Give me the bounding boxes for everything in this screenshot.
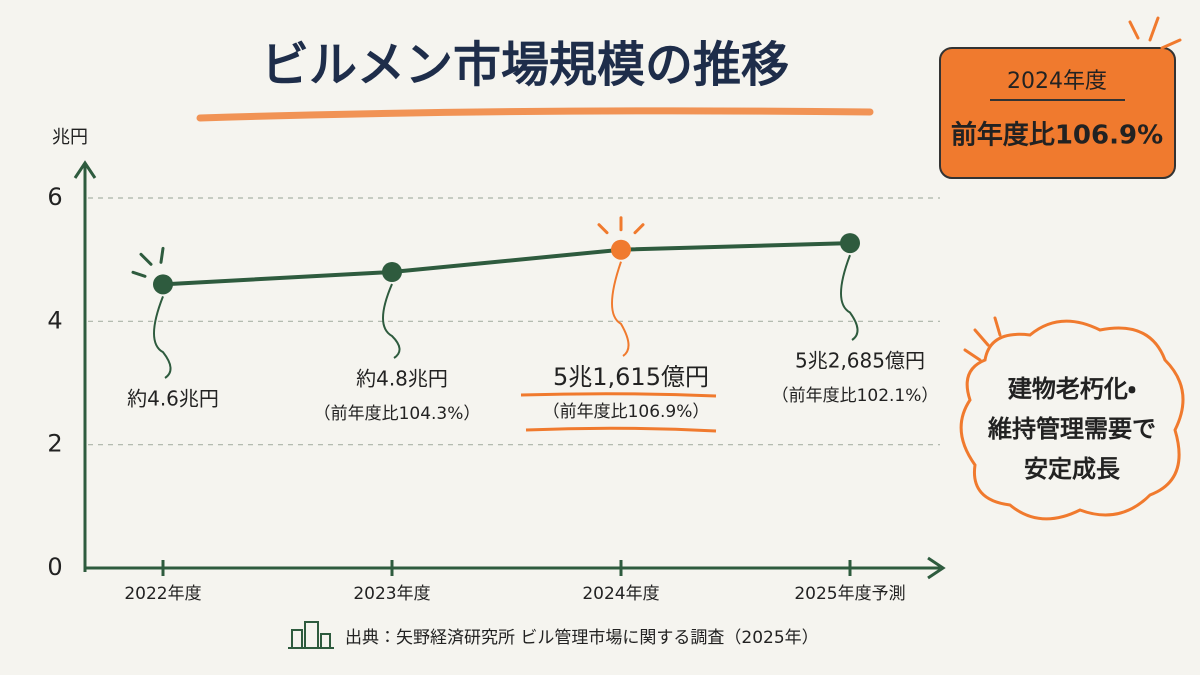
x-tick-label: 2024年度 (582, 584, 659, 604)
x-tick-label: 2022年度 (124, 584, 201, 604)
callout-line: 維持管理需要で (988, 415, 1156, 443)
data-point (382, 262, 402, 282)
source: 出典：矢野経済研究所 ビル管理市場に関する調査（2025年） (288, 621, 819, 649)
growth-label: （前年度比102.1%） (772, 386, 939, 406)
data-point (611, 239, 631, 260)
badge: 2024年度 前年度比106.9% (939, 16, 1182, 179)
growth-label: （前年度比106.9%） (543, 402, 710, 422)
x-tick-label: 2025年度予測 (794, 584, 905, 604)
x-axis-arrow (927, 556, 946, 580)
connector (153, 295, 172, 379)
source-icon (288, 621, 334, 649)
y-tick-label: 0 (47, 553, 62, 581)
point-sparks (131, 246, 165, 278)
value-label: 5兆2,685億円 (795, 349, 925, 373)
callout-sparks (963, 316, 1002, 362)
badge-title: 2024年度 (1007, 69, 1107, 94)
highlight-sparks (597, 216, 645, 235)
connector (382, 283, 401, 359)
value-label: 約4.8兆円 (356, 367, 448, 391)
callout-line: 建物老朽化・ (1008, 375, 1136, 403)
connector (611, 261, 630, 357)
callout-line: 安定成長 (1024, 455, 1120, 483)
highlight-underline (520, 392, 717, 398)
data-point (840, 233, 860, 254)
badge-sparks (1128, 16, 1182, 50)
data-line (162, 241, 851, 287)
y-axis-label: 兆円 (52, 127, 88, 148)
value-label: 約4.6兆円 (127, 387, 219, 411)
badge-box (939, 47, 1176, 179)
value-label: 5兆1,615億円 (553, 363, 709, 391)
x-tick-label: 2023年度 (353, 584, 430, 604)
y-tick-label: 4 (47, 306, 62, 334)
title-underline (196, 107, 874, 122)
data-point (153, 274, 173, 295)
badge-text: 前年度比106.9% (951, 120, 1163, 151)
growth-label: （前年度比104.3%） (314, 404, 481, 424)
y-tick-label: 6 (47, 183, 62, 211)
connector (840, 254, 859, 341)
source-text: 出典：矢野経済研究所 ビル管理市場に関する調査（2025年） (345, 628, 819, 648)
chart-title: ビルメン市場規模の推移 (261, 37, 789, 93)
y-axis-arrow (73, 160, 97, 179)
callout-cloud (959, 319, 1185, 521)
highlight-underline (525, 426, 717, 433)
y-tick-label: 2 (47, 430, 62, 458)
